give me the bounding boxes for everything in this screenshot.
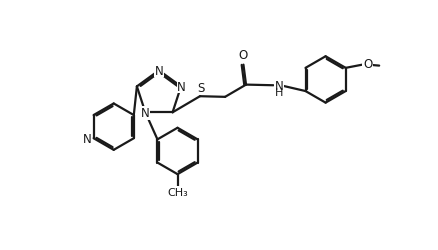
Text: O: O <box>238 48 247 62</box>
Text: CH₃: CH₃ <box>167 187 187 197</box>
Text: N: N <box>274 80 283 92</box>
Text: O: O <box>362 58 371 71</box>
Text: N: N <box>177 80 186 94</box>
Text: N: N <box>83 132 92 145</box>
Text: N: N <box>154 64 163 78</box>
Text: S: S <box>197 82 204 94</box>
Text: H: H <box>274 88 283 98</box>
Text: N: N <box>141 107 149 120</box>
